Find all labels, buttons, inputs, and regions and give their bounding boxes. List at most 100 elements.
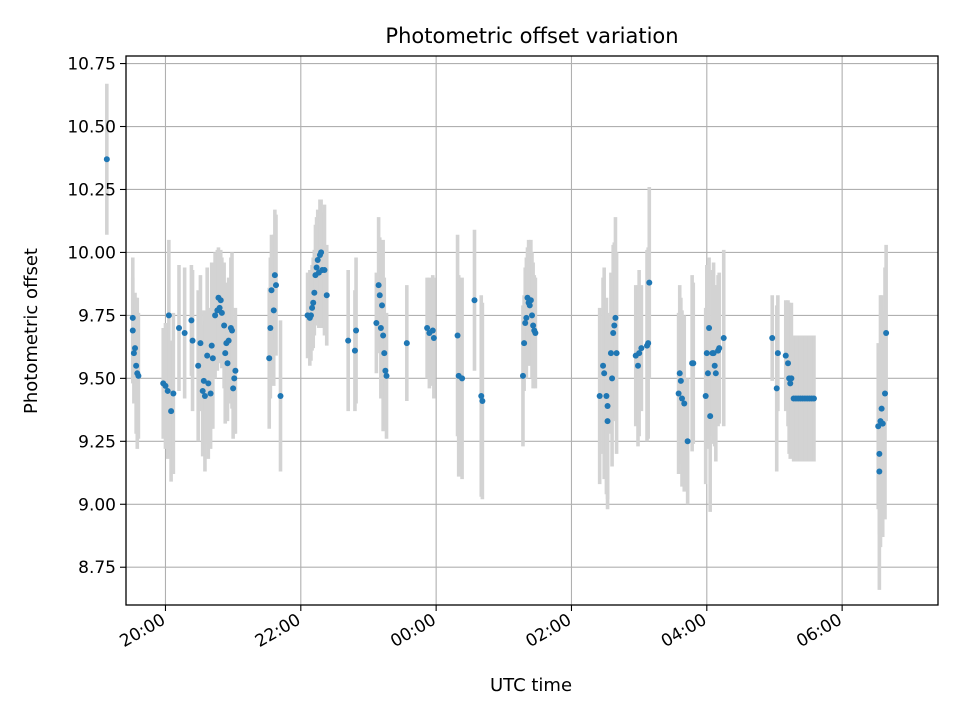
data-point — [712, 370, 719, 377]
data-point — [270, 307, 277, 314]
data-point — [225, 337, 232, 344]
data-point — [382, 367, 389, 374]
data-point — [204, 352, 211, 359]
data-point — [521, 340, 528, 347]
data-point — [132, 345, 139, 352]
data-point — [201, 392, 208, 399]
data-point — [310, 299, 317, 306]
data-point — [129, 314, 136, 321]
y-tick-label: 10.75 — [67, 55, 116, 75]
data-point — [677, 377, 684, 384]
data-point — [162, 382, 169, 389]
data-point — [195, 362, 202, 369]
data-point — [527, 297, 534, 304]
data-point — [646, 279, 653, 286]
data-point — [311, 289, 318, 296]
data-point — [678, 395, 685, 402]
data-point — [471, 297, 478, 304]
data-point — [638, 345, 645, 352]
data-point — [231, 375, 238, 382]
data-point — [429, 327, 436, 334]
data-point — [875, 423, 882, 430]
data-point — [209, 355, 216, 362]
data-point — [272, 282, 279, 289]
data-point — [345, 337, 352, 344]
data-point — [532, 330, 539, 337]
data-point — [519, 372, 526, 379]
data-point — [690, 360, 697, 367]
data-point — [675, 390, 682, 397]
data-point — [200, 377, 207, 384]
data-point — [309, 304, 316, 311]
data-point — [135, 372, 142, 379]
data-point — [810, 395, 817, 402]
data-point — [323, 292, 330, 299]
data-point — [454, 332, 461, 339]
data-point — [603, 392, 610, 399]
data-point — [788, 375, 795, 382]
y-tick-label: 10.00 — [67, 243, 116, 263]
data-point — [221, 322, 228, 329]
data-point — [773, 385, 780, 392]
data-point — [769, 335, 776, 342]
data-point — [636, 350, 643, 357]
data-point — [526, 302, 533, 309]
data-point — [313, 264, 320, 271]
data-point — [377, 324, 384, 331]
data-point — [376, 292, 383, 299]
data-point — [676, 370, 683, 377]
data-point — [635, 362, 642, 369]
data-point — [381, 350, 388, 357]
data-point — [610, 330, 617, 337]
data-point — [216, 304, 223, 311]
data-point — [181, 330, 188, 337]
data-point — [785, 360, 792, 367]
data-point — [879, 420, 886, 427]
data-point — [314, 256, 321, 263]
data-point — [720, 335, 727, 342]
data-point — [318, 249, 325, 256]
data-points — [103, 156, 890, 475]
data-point — [321, 267, 328, 274]
y-tick-label: 9.50 — [78, 369, 116, 389]
data-point — [189, 337, 196, 344]
x-axis-title: UTC time — [490, 675, 572, 696]
data-point — [232, 367, 239, 374]
data-point — [168, 408, 175, 415]
data-point — [704, 370, 711, 377]
data-point — [596, 392, 603, 399]
data-point — [224, 360, 231, 367]
data-point — [133, 362, 140, 369]
data-point — [479, 398, 486, 405]
data-point — [716, 345, 723, 352]
data-point — [207, 390, 214, 397]
data-point — [703, 350, 710, 357]
plot-frame — [125, 55, 939, 606]
data-point — [707, 413, 714, 420]
data-point — [353, 327, 360, 334]
data-point — [373, 319, 380, 326]
y-tick-label: 9.75 — [78, 306, 116, 326]
data-point — [706, 324, 713, 331]
data-point — [711, 362, 718, 369]
data-point — [459, 375, 466, 382]
data-point — [188, 317, 195, 324]
data-point — [129, 327, 136, 334]
data-point — [205, 380, 212, 387]
data-point — [267, 324, 274, 331]
data-point — [380, 332, 387, 339]
data-point — [277, 392, 284, 399]
data-point — [881, 390, 888, 397]
data-point — [684, 438, 691, 445]
data-point — [530, 322, 537, 329]
data-point — [611, 322, 618, 329]
data-point — [430, 335, 437, 342]
data-point — [217, 297, 224, 304]
data-point — [266, 355, 273, 362]
data-point — [876, 450, 883, 457]
data-point — [601, 370, 608, 377]
data-point — [403, 340, 410, 347]
data-point — [529, 312, 535, 319]
data-point — [268, 287, 275, 294]
